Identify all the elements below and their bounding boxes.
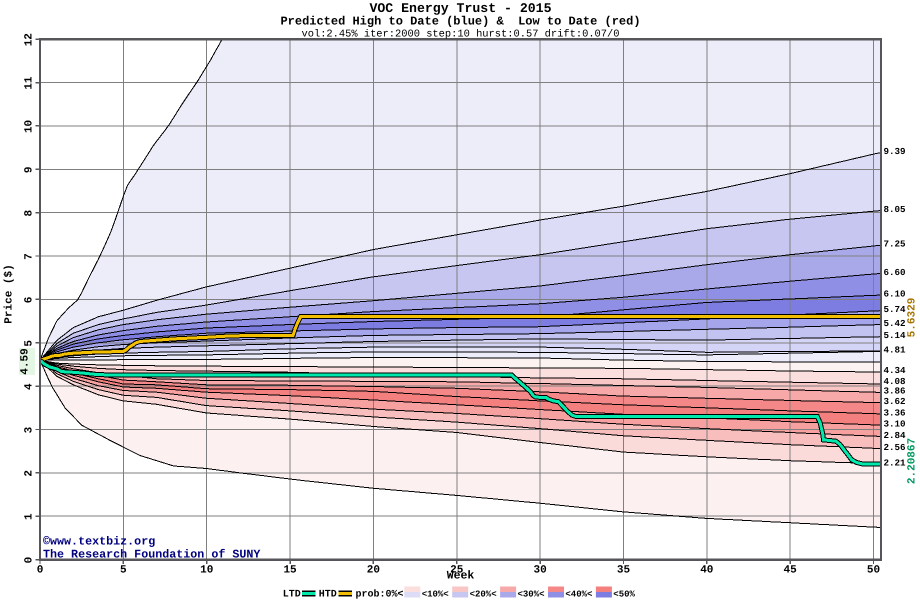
svg-text:4.59: 4.59 bbox=[19, 348, 31, 374]
svg-text:5.42: 5.42 bbox=[884, 318, 906, 329]
svg-text:8.05: 8.05 bbox=[884, 204, 907, 215]
svg-text:4: 4 bbox=[24, 383, 36, 390]
svg-text:HTD: HTD bbox=[319, 590, 337, 600]
svg-text:LTD: LTD bbox=[283, 590, 301, 600]
svg-text:2.56: 2.56 bbox=[884, 442, 906, 453]
svg-text:2.21: 2.21 bbox=[884, 457, 907, 468]
svg-text:45: 45 bbox=[784, 565, 798, 577]
svg-text:7: 7 bbox=[24, 253, 36, 260]
svg-text:50: 50 bbox=[867, 565, 880, 577]
svg-text:3.86: 3.86 bbox=[884, 386, 906, 397]
svg-text:20: 20 bbox=[367, 565, 380, 577]
svg-text:5.74: 5.74 bbox=[884, 304, 907, 315]
svg-text:9: 9 bbox=[24, 166, 36, 173]
svg-text:5: 5 bbox=[120, 565, 127, 577]
svg-text:7.25: 7.25 bbox=[884, 239, 907, 250]
svg-text:2.20867: 2.20867 bbox=[907, 438, 919, 484]
svg-text:Week: Week bbox=[447, 570, 475, 583]
svg-text:8: 8 bbox=[24, 209, 36, 216]
svg-text:35: 35 bbox=[617, 565, 631, 577]
svg-text:prob:0%<: prob:0%< bbox=[356, 589, 404, 600]
svg-text:4.08: 4.08 bbox=[884, 376, 907, 387]
svg-text:10: 10 bbox=[200, 565, 213, 577]
svg-text:25: 25 bbox=[450, 565, 464, 577]
svg-text:6: 6 bbox=[24, 297, 36, 304]
svg-text:<50%: <50% bbox=[613, 590, 635, 600]
svg-text:6.60: 6.60 bbox=[884, 267, 906, 278]
svg-text:2.84: 2.84 bbox=[884, 430, 907, 441]
svg-text:5: 5 bbox=[24, 340, 36, 347]
svg-text:Predicted High to Date (blue): Predicted High to Date (blue) & Low to D… bbox=[280, 15, 640, 29]
svg-text:15: 15 bbox=[283, 565, 297, 577]
svg-text:3: 3 bbox=[24, 426, 36, 433]
svg-text:11: 11 bbox=[24, 76, 36, 90]
svg-text:<10%<: <10%< bbox=[422, 590, 449, 600]
svg-text:12: 12 bbox=[24, 33, 36, 46]
svg-text:The Research Foundation of SUN: The Research Foundation of SUNY bbox=[43, 548, 260, 562]
svg-text:5.14: 5.14 bbox=[884, 330, 907, 341]
svg-text:3.62: 3.62 bbox=[884, 396, 906, 407]
svg-text:40: 40 bbox=[700, 565, 713, 577]
svg-text:4.81: 4.81 bbox=[884, 345, 907, 356]
svg-text:4.34: 4.34 bbox=[884, 365, 907, 376]
svg-text:9.39: 9.39 bbox=[884, 146, 906, 157]
svg-text:0: 0 bbox=[24, 557, 36, 564]
svg-text:3.36: 3.36 bbox=[884, 407, 906, 418]
svg-text:vol:2.45% iter:2000 step:10 hu: vol:2.45% iter:2000 step:10 hurst:0.57 d… bbox=[301, 29, 619, 41]
svg-text:0: 0 bbox=[37, 565, 44, 577]
svg-text:3.10: 3.10 bbox=[884, 419, 906, 430]
svg-text:2: 2 bbox=[24, 470, 36, 477]
svg-text:Price ($): Price ($) bbox=[3, 264, 16, 323]
svg-text:©www.textbiz.org: ©www.textbiz.org bbox=[43, 535, 155, 549]
svg-text:VOC Energy Trust - 2015: VOC Energy Trust - 2015 bbox=[369, 1, 551, 16]
svg-text:<20%<: <20%< bbox=[470, 590, 497, 600]
svg-text:5.6329: 5.6329 bbox=[907, 298, 919, 338]
svg-text:30: 30 bbox=[533, 565, 546, 577]
svg-text:1: 1 bbox=[24, 513, 36, 520]
svg-text:6.10: 6.10 bbox=[884, 289, 906, 300]
svg-text:<30%<: <30%< bbox=[518, 590, 545, 600]
svg-text:10: 10 bbox=[24, 120, 36, 133]
svg-text:<40%<: <40%< bbox=[565, 590, 592, 600]
